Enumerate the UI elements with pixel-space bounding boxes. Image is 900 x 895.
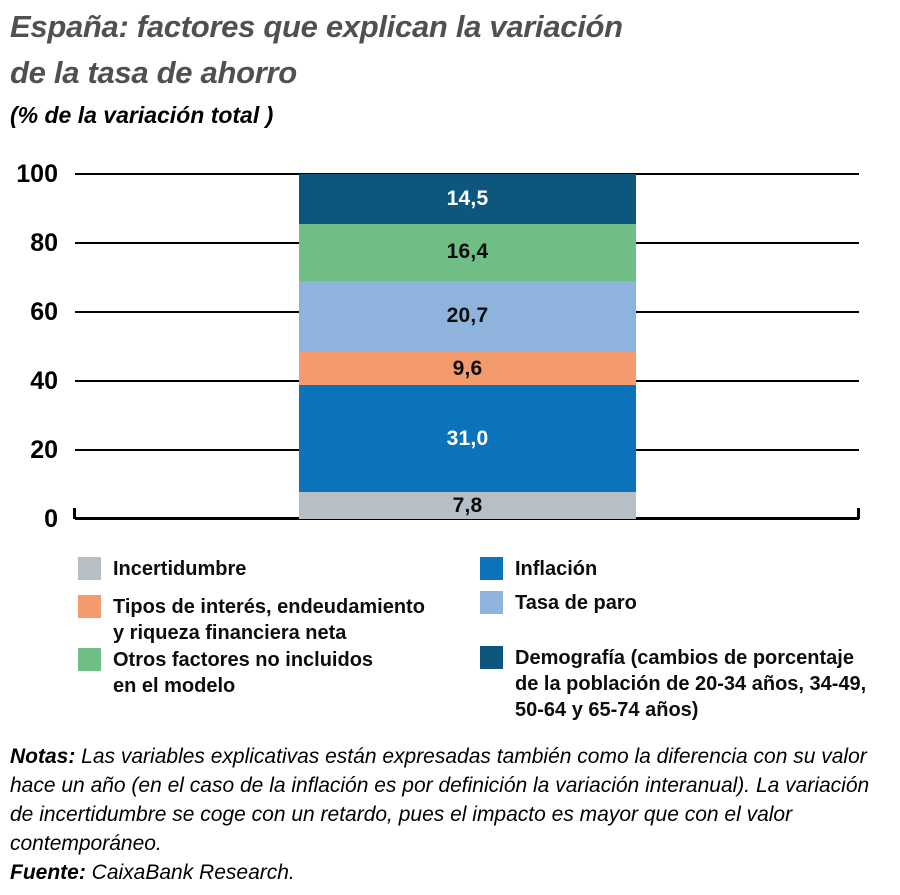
legend-swatch xyxy=(480,646,503,669)
legend-swatch xyxy=(480,591,503,614)
y-axis-tick-label: 80 xyxy=(30,229,58,257)
bar-segment-value: 20,7 xyxy=(446,304,489,328)
legend-item: Inflación xyxy=(480,556,890,582)
legend-column-left: Incertidumbre Tipos de interés, endeudami… xyxy=(78,556,458,699)
legend-swatch xyxy=(78,557,101,580)
legend-label: Demografía (cambios de porcentaje de la … xyxy=(515,647,867,721)
bar-segment: 31,0 xyxy=(299,385,636,493)
x-axis-right-end-tick xyxy=(857,508,860,519)
chart-title-line1: España: factores que explican la variaci… xyxy=(10,9,623,44)
bar-segment-value: 9,6 xyxy=(452,356,483,380)
bar-segment-value: 7,8 xyxy=(452,493,483,517)
chart-subtitle: (% de la variación total ) xyxy=(10,102,274,128)
x-axis-left-end-tick xyxy=(73,508,76,519)
legend-swatch xyxy=(78,648,101,671)
bar-segment-value: 16,4 xyxy=(446,240,489,264)
notes-text: Las variables explicativas están expresa… xyxy=(10,745,870,855)
chart-source: Fuente: CaixaBank Research. xyxy=(10,858,890,887)
legend-swatch xyxy=(480,557,503,580)
legend-column-right: Inflación Tasa de paro Demografía (cambios… xyxy=(480,556,890,723)
y-axis-tick-label: 0 xyxy=(44,505,58,533)
legend-item: Tipos de interés, endeudamiento y riquez… xyxy=(78,594,458,646)
legend-label: Tasa de paro xyxy=(515,592,637,614)
bar-segment-value: 31,0 xyxy=(446,426,489,450)
bar-segment: 20,7 xyxy=(299,280,636,352)
chart-title-line2: de la tasa de ahorro xyxy=(10,55,297,90)
y-axis-tick-label: 20 xyxy=(30,436,58,464)
legend-item: Incertidumbre xyxy=(78,556,458,582)
legend-swatch xyxy=(78,595,101,618)
legend-label: Tipos de interés, endeudamiento y riquez… xyxy=(113,596,425,644)
legend-item: Tasa de paro xyxy=(480,590,890,616)
bar-segment-value: 14,5 xyxy=(446,187,489,210)
y-axis-tick-label: 40 xyxy=(30,367,58,395)
chart-notes: Notas: Las variables explicativas están … xyxy=(10,742,890,858)
source-text: CaixaBank Research. xyxy=(85,861,295,884)
y-axis-tick-label: 60 xyxy=(30,298,58,326)
bar-segment: 16,4 xyxy=(299,224,636,281)
bar-segment: 14,5 xyxy=(299,174,636,225)
notes-label: Notas: xyxy=(10,745,76,768)
legend-item: Otros factores no incluidos en el modelo xyxy=(78,647,458,699)
y-axis-tick-label: 100 xyxy=(16,160,58,188)
legend-label: Inflación xyxy=(515,558,598,580)
source-label: Fuente: xyxy=(10,861,86,884)
legend-item: Demografía (cambios de porcentaje de la … xyxy=(480,645,890,723)
legend-label: Otros factores no incluidos en el modelo xyxy=(113,649,374,697)
legend-label: Incertidumbre xyxy=(113,558,247,580)
chart-title: España: factores que explican la variaci… xyxy=(10,4,623,96)
bar-segment: 7,8 xyxy=(299,492,636,519)
bar-segment: 9,6 xyxy=(299,352,636,386)
